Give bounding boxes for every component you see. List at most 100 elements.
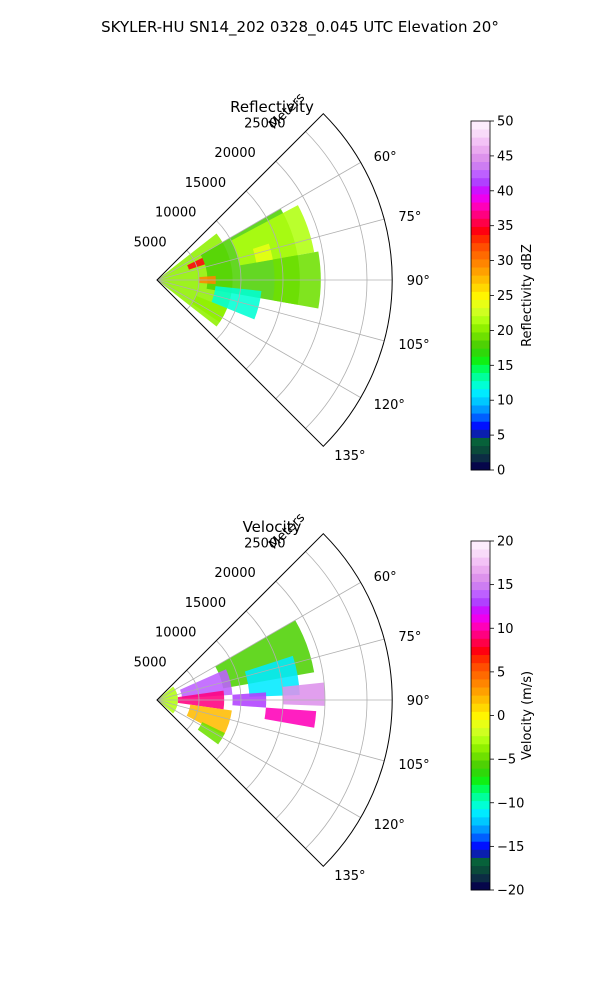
velocity-colorbar-swatch <box>471 792 490 802</box>
velocity-colorbar-swatch <box>471 752 490 761</box>
velocity-angle-tick-label: 75° <box>398 630 421 645</box>
reflectivity-colorbar-swatch <box>471 145 490 154</box>
reflectivity-angle-tick-label: 75° <box>398 210 421 225</box>
velocity-colorbar-swatch <box>471 597 490 607</box>
velocity-panel: Velocity 60° 75° 90° 105° 120° 135° 5000 10000 1… <box>134 510 535 898</box>
velocity-colorbar-swatch <box>471 678 490 688</box>
reflectivity-colorbar-swatch <box>471 177 490 187</box>
reflectivity-colorbar-swatch <box>471 445 490 455</box>
reflectivity-colorbar-swatch <box>471 218 490 227</box>
reflectivity-colorbar-tick-label: 45 <box>497 149 514 164</box>
velocity-colorbar-swatch <box>471 881 490 891</box>
reflectivity-range-tick-label: 25000 <box>244 117 285 132</box>
velocity-colorbar-swatch <box>471 589 490 599</box>
reflectivity-colorbar-swatch <box>471 315 490 325</box>
reflectivity-colorbar-swatch <box>471 437 490 447</box>
velocity-colorbar-swatch <box>471 865 490 875</box>
velocity-colorbar-swatch <box>471 622 490 631</box>
reflectivity-colorbar-tick-label: 15 <box>497 359 514 374</box>
reflectivity-colorbar-swatch <box>471 169 490 179</box>
velocity-angle-tick-label: 105° <box>398 758 429 773</box>
velocity-colorbar-swatch <box>471 768 490 777</box>
reflectivity-colorbar-swatch <box>471 396 490 406</box>
reflectivity-colorbar-swatch <box>471 348 490 357</box>
reflectivity-colorbar-tick-label: 50 <box>497 115 514 130</box>
velocity-grid <box>156 532 393 868</box>
velocity-colorbar-swatch <box>471 873 490 883</box>
reflectivity-colorbar-swatch <box>471 380 490 390</box>
reflectivity-colorbar-swatch <box>471 226 490 236</box>
velocity-colorbar-tick-label: 10 <box>497 622 514 637</box>
reflectivity-colorbar-swatch <box>471 356 490 365</box>
reflectivity-title: Reflectivity <box>230 98 314 116</box>
reflectivity-colorbar-swatch <box>471 429 490 438</box>
velocity-colorbar-swatch <box>471 573 490 582</box>
reflectivity-colorbar-swatch <box>471 210 490 219</box>
velocity-colorbar-swatch <box>471 841 490 850</box>
reflectivity-colorbar-swatch <box>471 405 490 414</box>
reflectivity-colorbar-swatch <box>471 194 490 203</box>
velocity-spoke-0 <box>156 582 361 701</box>
velocity-range-tick-label: 10000 <box>155 626 196 641</box>
reflectivity-colorbar-swatch <box>471 453 490 463</box>
reflectivity-spoke-0 <box>156 162 361 281</box>
reflectivity-tick-labels: 60° 75° 90° 105° 120° 135° 5000 10000 15000 20000… <box>134 117 430 465</box>
reflectivity-colorbar-swatch <box>471 413 490 422</box>
reflectivity-colorbar-swatch <box>471 129 490 138</box>
reflectivity-angle-tick-label: 60° <box>374 150 397 165</box>
velocity-range-tick-label: 5000 <box>134 655 167 670</box>
velocity-colorbar-swatch <box>471 557 490 566</box>
reflectivity-colorbar-swatch <box>471 202 490 211</box>
reflectivity-colorbar-swatch <box>471 153 490 162</box>
velocity-echo-region-5 <box>186 704 232 736</box>
reflectivity-panel: Reflectivity 60° 75° 90° 105° 120° 135° 5000 10… <box>134 90 535 478</box>
velocity-colorbar-swatch <box>471 776 490 785</box>
velocity-colorbar-swatch <box>471 695 490 704</box>
velocity-angle-tick-label: 90° <box>407 694 430 709</box>
velocity-echo-region-7 <box>264 707 317 728</box>
velocity-colorbar-swatch <box>471 581 490 591</box>
velocity-colorbar-swatch <box>471 816 490 826</box>
reflectivity-angle-tick-label: 135° <box>334 449 365 464</box>
velocity-colorbar-swatch <box>471 605 490 615</box>
reflectivity-spoke-3 <box>156 279 385 342</box>
velocity-colorbar-swatch <box>471 825 490 834</box>
velocity-spoke-4 <box>156 699 361 818</box>
reflectivity-colorbar-tick-label: 5 <box>497 429 505 444</box>
velocity-colorbar-tick-label: 20 <box>497 535 514 550</box>
figure-title: SKYLER-HU SN14_202 0328_0.045 UTC Elevat… <box>101 18 499 37</box>
reflectivity-angle-tick-label: 105° <box>398 338 429 353</box>
velocity-colorbar-swatch <box>471 687 490 696</box>
reflectivity-echo-region-7 <box>252 243 273 263</box>
reflectivity-range-tick-label: 15000 <box>185 176 226 191</box>
reflectivity-colorbar-swatch <box>471 291 490 300</box>
velocity-range-tick-label: 25000 <box>244 537 285 552</box>
velocity-range-tick-label: 20000 <box>214 566 255 581</box>
velocity-colorbar-swatch <box>471 743 490 753</box>
reflectivity-spoke-1 <box>156 218 385 281</box>
reflectivity-colorbar-swatch <box>471 299 490 309</box>
reflectivity-range-tick-label: 10000 <box>155 206 196 221</box>
reflectivity-colorbar-swatch <box>471 137 490 146</box>
reflectivity-colorbar-tick-label: 25 <box>497 289 514 304</box>
velocity-colorbar-swatch <box>471 614 490 623</box>
reflectivity-colorbar-label: Reflectivity dBZ <box>520 244 535 347</box>
velocity-spoke-3 <box>156 699 385 762</box>
reflectivity-colorbar: 0 5 10 15 20 25 30 35 40 45 50 <box>470 115 514 479</box>
reflectivity-colorbar-swatch <box>471 161 490 171</box>
reflectivity-echo-region-4 <box>211 286 262 320</box>
velocity-colorbar-tick-label: 0 <box>497 709 505 724</box>
reflectivity-colorbar-swatch <box>471 267 490 276</box>
velocity-colorbar-tick-label: −20 <box>497 884 524 899</box>
velocity-colorbar-swatch <box>471 833 490 842</box>
velocity-colorbar-swatch <box>471 646 490 656</box>
velocity-colorbar-swatch <box>471 670 490 680</box>
velocity-colorbar-swatch <box>471 565 490 574</box>
velocity-colorbar-swatch <box>471 711 490 720</box>
velocity-title: Velocity <box>243 518 302 536</box>
reflectivity-colorbar-swatch <box>471 372 490 382</box>
velocity-colorbar-swatch <box>471 638 490 647</box>
reflectivity-colorbar-swatch <box>471 185 490 195</box>
velocity-colorbar-label: Velocity (m/s) <box>520 671 535 760</box>
